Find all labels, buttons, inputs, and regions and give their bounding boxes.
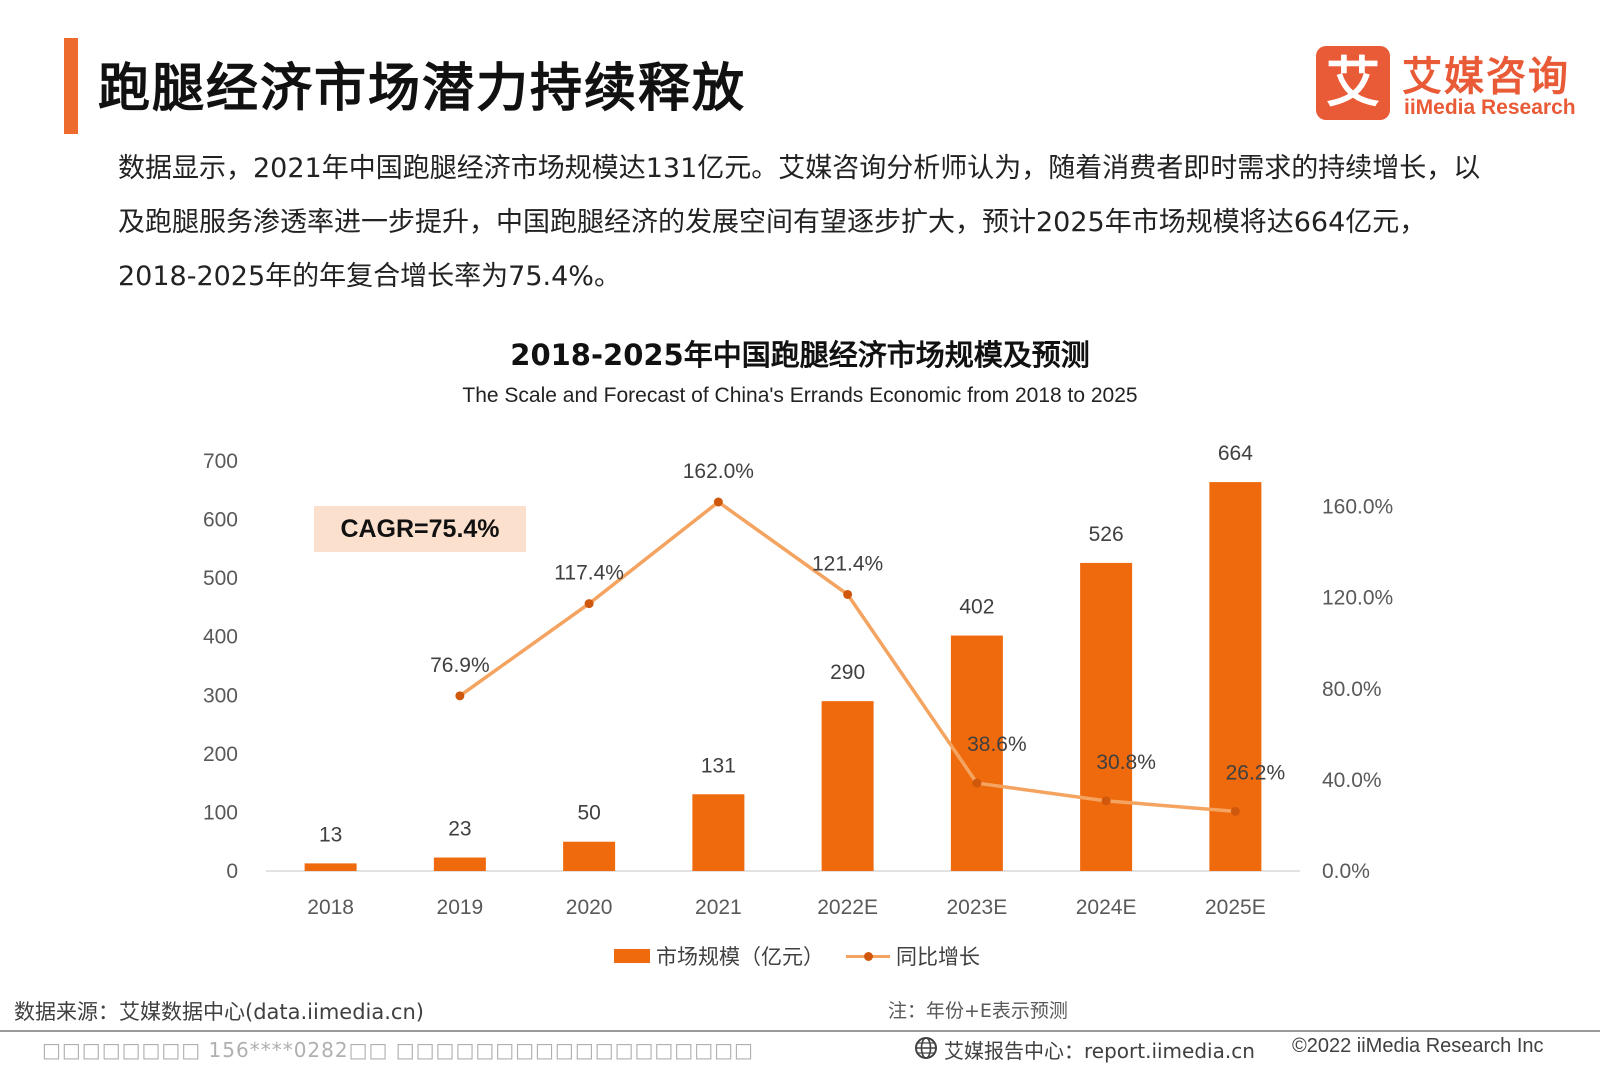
x-tick-label: 2018	[307, 896, 354, 919]
line-value-label: 76.9%	[430, 654, 490, 677]
y-left-tick-label: 0	[226, 860, 238, 883]
page-title: 跑腿经济市场潜力持续释放	[98, 59, 747, 119]
x-tick-label: 2019	[437, 896, 484, 919]
line-value-label: 121.4%	[812, 552, 883, 575]
footer-copyright: ©2022 iiMedia Research Inc	[1292, 1035, 1544, 1057]
line-value-label: 117.4%	[554, 562, 624, 585]
y-left-tick-label: 600	[203, 509, 238, 532]
footer-divider	[0, 1030, 1600, 1032]
bar-value-label: 402	[959, 596, 994, 619]
cagr-annotation-box: CAGR=75.4%	[314, 506, 526, 552]
y-left-tick-label: 400	[203, 626, 238, 649]
x-tick-label: 2025E	[1205, 896, 1266, 919]
y-right-tick-label: 160.0%	[1322, 496, 1393, 519]
bar-market-size	[692, 794, 745, 871]
bar-market-size	[304, 863, 357, 871]
globe-icon	[915, 1037, 937, 1059]
x-tick-label: 2022E	[817, 896, 878, 919]
y-right-tick-label: 80.0%	[1322, 678, 1382, 701]
bar-value-label: 290	[830, 661, 865, 684]
line-point-yoy-growth	[713, 497, 723, 507]
bar-market-size	[563, 841, 616, 871]
line-value-label: 26.2%	[1226, 761, 1286, 784]
line-point-yoy-growth	[455, 691, 465, 701]
watermark-text: □□□□□□□□ 156****0282□□ □□□□□□□□□□□□□□□□□…	[42, 1038, 754, 1062]
y-left-tick-label: 700	[203, 450, 238, 473]
bar-value-label: 131	[701, 754, 736, 777]
line-value-label: 162.0%	[683, 460, 754, 483]
chart-subtitle: The Scale and Forecast of China's Errand…	[462, 384, 1138, 407]
bar-value-label: 664	[1218, 442, 1253, 465]
chart-title: 2018-2025年中国跑腿经济市场规模及预测	[510, 338, 1090, 372]
bar-market-size	[950, 635, 1003, 871]
forecast-note: 注：年份+E表示预测	[888, 1000, 1068, 1022]
line-point-yoy-growth	[1230, 806, 1240, 816]
bar-value-label: 50	[577, 802, 600, 825]
legend-swatch-bar	[614, 949, 650, 963]
line-point-yoy-growth	[584, 599, 594, 609]
line-value-label: 38.6%	[967, 733, 1027, 756]
title-accent-bar	[64, 38, 78, 134]
logo-en-text: iiMedia Research	[1404, 96, 1576, 119]
bar-market-size	[433, 857, 486, 871]
legend-marker-dot	[864, 951, 873, 961]
legend-label-market-size: 市场规模（亿元）	[656, 945, 824, 969]
y-right-tick-label: 40.0%	[1322, 769, 1382, 792]
logo-mark: 艾	[1316, 46, 1390, 120]
line-value-label: 30.8%	[1096, 751, 1156, 774]
bar-value-label: 23	[448, 818, 471, 841]
y-right-tick-label: 120.0%	[1322, 587, 1393, 610]
x-tick-label: 2023E	[947, 896, 1008, 919]
y-left-tick-label: 200	[203, 743, 238, 766]
bar-market-size	[821, 701, 874, 871]
legend-swatch-line	[846, 951, 890, 961]
intro-paragraph: 数据显示，2021年中国跑腿经济市场规模达131亿元。艾媒咨询分析师认为，随着消…	[118, 153, 1481, 292]
logo-cn-text: 艾媒咨询	[1402, 54, 1570, 100]
cagr-annotation-text: CAGR=75.4%	[340, 515, 500, 543]
x-tick-label: 2024E	[1076, 896, 1137, 919]
line-point-yoy-growth	[972, 778, 982, 788]
data-source: 数据来源：艾媒数据中心(data.iimedia.cn)	[14, 1000, 424, 1024]
bar-value-label: 526	[1089, 523, 1124, 546]
x-tick-label: 2021	[695, 896, 742, 919]
bar-value-label: 13	[319, 823, 342, 846]
line-point-yoy-growth	[1101, 796, 1111, 806]
y-right-tick-label: 0.0%	[1322, 860, 1370, 883]
y-left-tick-label: 100	[203, 801, 238, 824]
bar-market-size	[1080, 562, 1133, 871]
line-point-yoy-growth	[843, 589, 853, 599]
company-logo: 艾 艾媒咨询 iiMedia Research	[1316, 46, 1576, 122]
bar-market-size	[1209, 482, 1262, 871]
y-left-tick-label: 500	[203, 567, 238, 590]
legend-item-yoy-growth: 同比增长	[846, 940, 980, 972]
footer-report-link[interactable]: 艾媒报告中心：report.iimedia.cn	[944, 1039, 1255, 1063]
y-left-tick-label: 300	[203, 684, 238, 707]
legend-label-yoy-growth: 同比增长	[896, 945, 980, 969]
x-tick-label: 2020	[566, 896, 613, 919]
legend-item-market-size: 市场规模（亿元）	[614, 940, 824, 972]
